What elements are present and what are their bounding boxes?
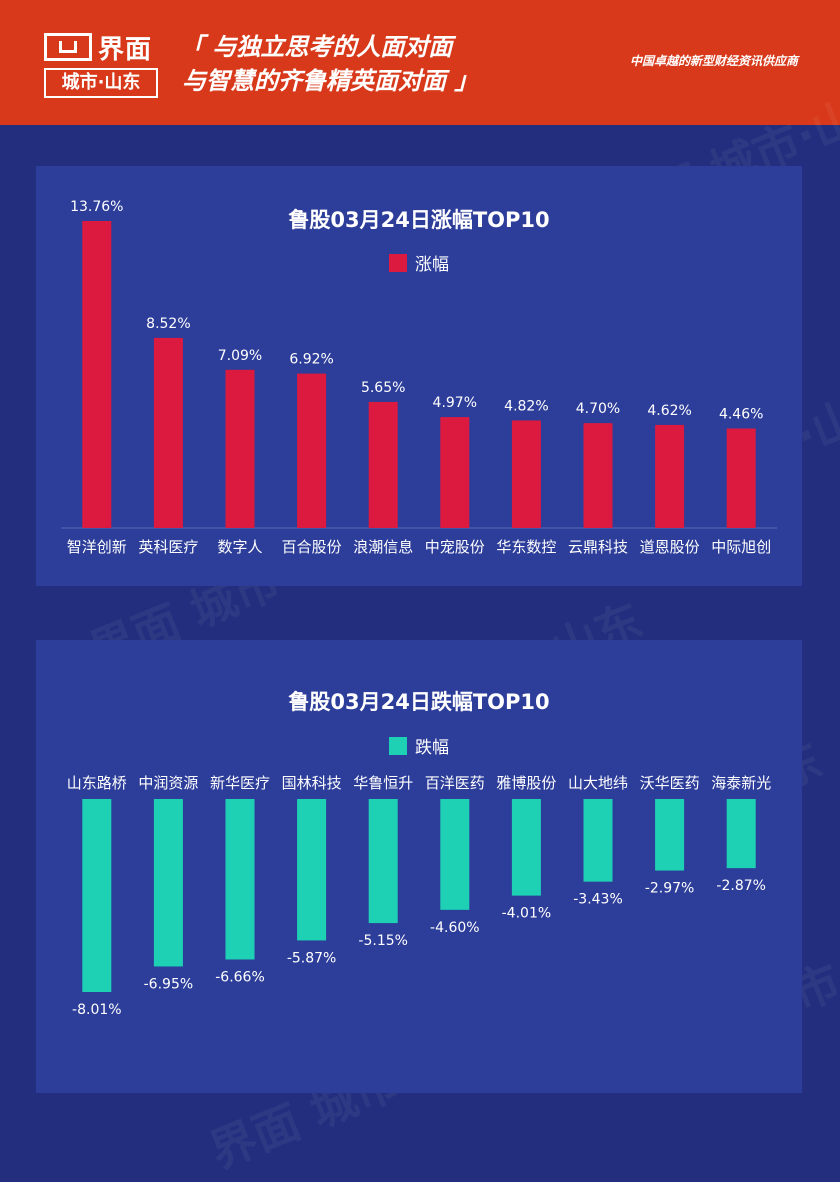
category-label: 海泰新光 [711, 774, 771, 792]
data-label: 13.76% [70, 199, 123, 215]
data-label: 8.52% [146, 316, 190, 332]
bar-gain [297, 373, 327, 528]
bar-gain [440, 417, 470, 528]
logo-sub-brand: 城市·山东 [44, 68, 158, 98]
bar-gain [511, 420, 541, 528]
header-banner: 界面 城市·山东 「 与独立思考的人面对面 与智慧的齐鲁精英面对面 」 中国卓越… [0, 0, 840, 125]
category-label: 中际旭创 [711, 538, 771, 556]
losers-legend-label: 跌幅 [415, 738, 449, 758]
data-label: 4.82% [504, 398, 548, 414]
gainers-chart-panel: 鲁股03月24日涨幅TOP10 涨幅 13.76% 智洋创新 8.52% 英科医疗 7.… [36, 166, 802, 586]
logo-mark-icon [44, 33, 92, 61]
category-label: 新华医疗 [210, 774, 270, 792]
bar-loss [726, 799, 756, 869]
category-label: 英科医疗 [138, 538, 198, 556]
bar-gain [82, 221, 112, 528]
category-label: 云鼎科技 [568, 538, 628, 556]
slogan-line-2: 与智慧的齐鲁精英面对面 」 [182, 67, 479, 95]
data-label: -4.60% [430, 920, 480, 936]
category-label: 浪潮信息 [353, 538, 413, 556]
data-label: -5.87% [287, 950, 337, 966]
category-label: 沃华医药 [640, 774, 700, 792]
bar-gain [726, 428, 756, 528]
data-label: -4.01% [502, 906, 552, 922]
data-label: -5.15% [358, 933, 408, 949]
data-label: -6.95% [144, 976, 194, 992]
category-label: 道恩股份 [640, 538, 700, 556]
data-label: -2.97% [645, 881, 695, 897]
data-label: 7.09% [218, 348, 262, 364]
data-label: -8.01% [72, 1002, 122, 1018]
data-label: 4.70% [576, 401, 620, 417]
bar-gain [368, 401, 398, 528]
data-label: -2.87% [716, 878, 766, 894]
tagline: 中国卓越的新型财经资讯供应商 [629, 54, 798, 68]
category-label: 雅博股份 [496, 774, 556, 792]
gainers-chart-title: 鲁股03月24日涨幅TOP10 [288, 208, 550, 232]
bar-loss [440, 799, 470, 910]
category-label: 山大地纬 [568, 774, 628, 792]
losers-bar-chart: -8.01% 山东路桥 -6.95% 中润资源 -6.66% 新华医疗 -5.87% 国林科技… [67, 774, 771, 1018]
slogan: 「 与独立思考的人面对面 与智慧的齐鲁精英面对面 」 [180, 30, 510, 98]
category-label: 中宠股份 [425, 538, 485, 556]
bar-loss [82, 799, 112, 992]
data-label: 4.62% [647, 403, 691, 419]
category-label: 智洋创新 [67, 538, 127, 556]
data-label: 4.97% [433, 395, 477, 411]
category-label: 华鲁恒升 [353, 774, 413, 792]
category-label: 山东路桥 [67, 774, 127, 792]
category-label: 百合股份 [282, 538, 342, 556]
category-label: 华东数控 [496, 538, 556, 556]
gainers-bar-chart: 13.76% 智洋创新 8.52% 英科医疗 7.09% 数字人 6.92% 百合股份 5.65… [61, 199, 777, 556]
logo: 界面 城市·山东 [44, 30, 158, 100]
data-label: 4.46% [719, 406, 763, 422]
losers-chart-panel: 鲁股03月24日跌幅TOP10 跌幅 -8.01% 山东路桥 -6.95% 中润资源 -… [36, 640, 802, 1093]
category-label: 中润资源 [138, 774, 198, 792]
losers-chart-title: 鲁股03月24日跌幅TOP10 [288, 690, 550, 714]
category-label: 百洋医药 [425, 774, 485, 792]
slogan-line-1: 「 与独立思考的人面对面 [180, 33, 453, 61]
bar-loss [225, 799, 255, 960]
gainers-legend-label: 涨幅 [415, 255, 449, 275]
bar-gain [225, 369, 255, 528]
bar-gain [583, 423, 613, 528]
losers-legend-swatch [389, 736, 407, 755]
losers-legend: 跌幅 [36, 733, 802, 758]
data-label: -6.66% [215, 969, 265, 985]
bar-loss [655, 799, 685, 871]
bar-loss [368, 799, 398, 924]
bar-loss [583, 799, 613, 882]
bar-gain [153, 337, 183, 528]
bar-gain [655, 424, 685, 528]
gainers-legend-swatch [389, 253, 407, 272]
gainers-legend: 涨幅 [36, 250, 802, 275]
bar-loss [297, 799, 327, 941]
logo-brand-text: 界面 [98, 34, 153, 65]
data-label: 6.92% [289, 352, 333, 368]
data-label: -3.43% [573, 892, 623, 908]
category-label: 数字人 [217, 538, 262, 556]
bar-loss [511, 799, 541, 896]
data-label: 5.65% [361, 380, 405, 396]
bar-loss [153, 799, 183, 967]
category-label: 国林科技 [282, 774, 342, 792]
